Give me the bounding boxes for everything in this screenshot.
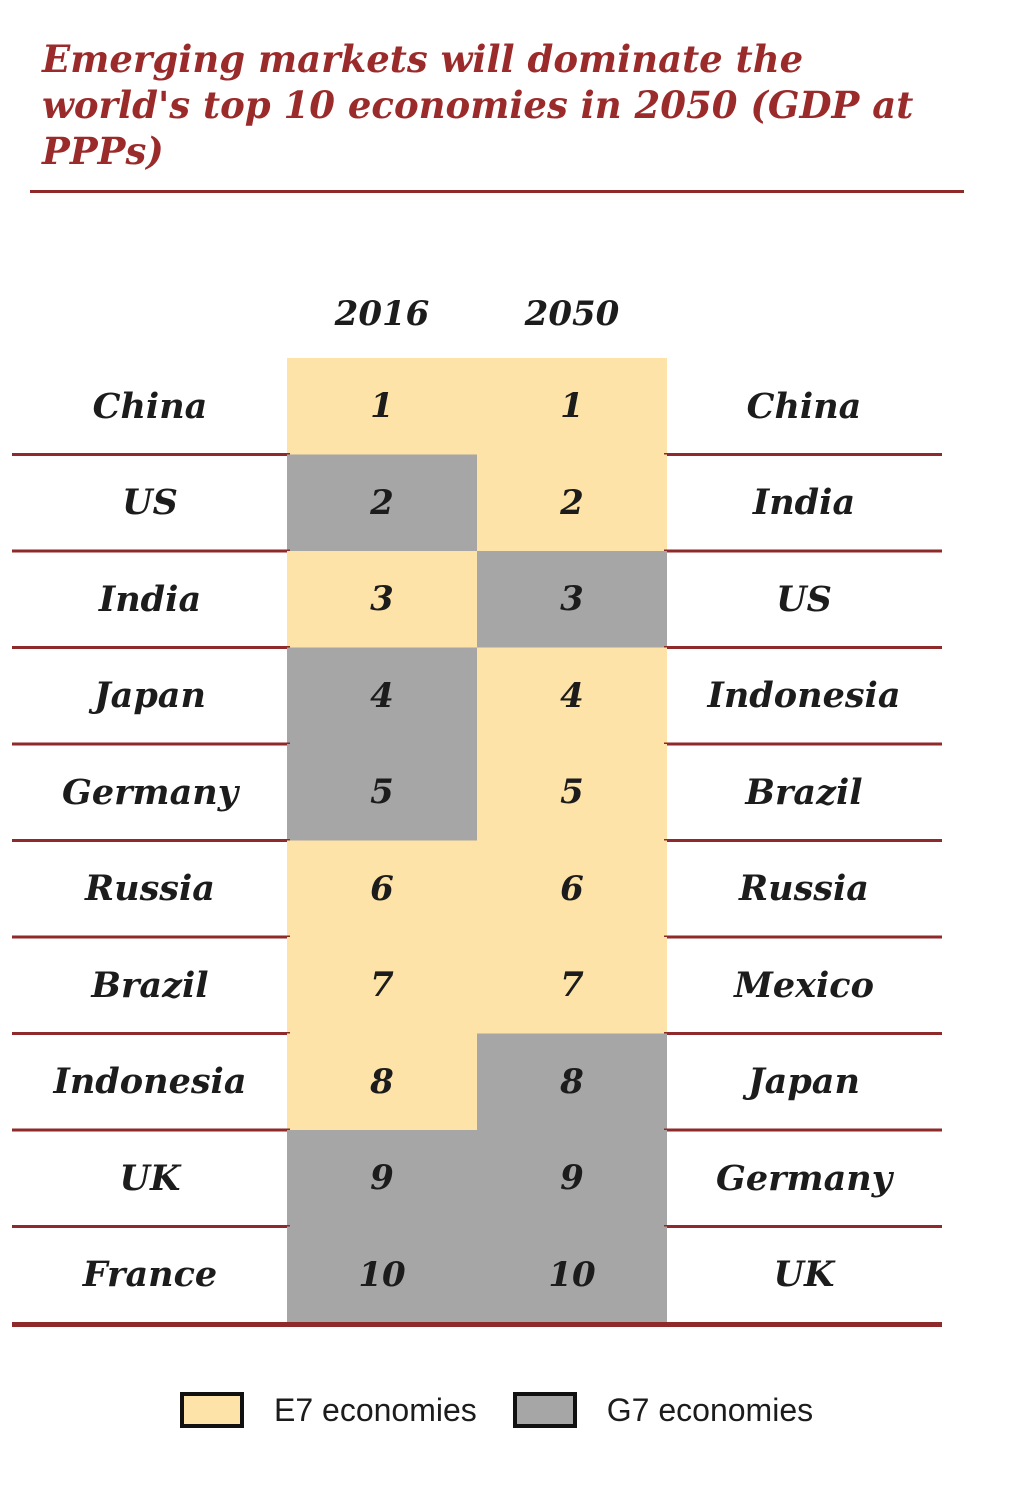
rank-2050-2: 2 [560,482,584,523]
country-2016-rank-10: France [82,1254,218,1295]
rank-2016-10: 10 [358,1254,406,1295]
rank-2050-3: 3 [560,579,584,619]
country-2050-rank-9: Germany [715,1157,893,1199]
legend-item-e7: E7 economies [180,1392,477,1429]
rank-2050-8: 8 [560,1061,584,1102]
rank-2050-9: 9 [560,1158,584,1198]
legend-swatch-e7 [180,1392,244,1428]
legend: E7 economies G7 economies [180,1390,849,1430]
title-rule [30,190,964,193]
legend-swatch-g7 [512,1392,577,1428]
country-2016-rank-6: Russia [85,868,215,909]
country-2016-rank-9: UK [119,1157,181,1199]
rank-2050-6: 6 [560,868,584,909]
rank-2050-7: 7 [560,965,584,1005]
country-2050-rank-5: Brazil [745,771,863,813]
rank-2016-7: 7 [370,965,394,1005]
country-2050-rank-10: UK [773,1254,835,1295]
rank-2050-4: 4 [560,675,584,716]
country-2016-rank-5: Germany [61,771,239,813]
legend-label-g7: G7 economies [606,1391,814,1428]
country-2050-rank-7: Mexico [734,964,874,1006]
column-header-2016: 2016 [334,294,430,334]
rank-2050-1: 1 [560,386,584,426]
country-2050-rank-8: Japan [748,1061,860,1102]
legend-item-g7: G7 economies [512,1391,814,1429]
rank-2016-8: 8 [370,1061,394,1102]
country-2016-rank-4: Japan [94,675,206,716]
rank-2016-9: 9 [370,1158,394,1198]
legend-label-e7: E7 economies [274,1391,477,1428]
rank-2016-4: 4 [370,675,394,716]
country-2050-rank-6: Russia [739,868,869,909]
rank-2050-10: 10 [548,1254,596,1295]
rank-2016-6: 6 [370,868,394,909]
rank-2016-3: 3 [370,579,394,619]
country-2050-rank-2: India [752,482,856,523]
rank-2016-2: 2 [370,482,394,523]
rank-2016-1: 1 [370,386,394,426]
chart-title: Emerging markets will dominate the world… [42,37,914,173]
country-2016-rank-7: Brazil [91,964,209,1006]
rank-2016-5: 5 [370,772,394,812]
country-2016-rank-1: China [92,385,208,427]
country-2016-rank-2: US [122,482,178,523]
table-bottom-rule [12,1322,942,1327]
country-2050-rank-4: Indonesia [707,675,901,716]
country-2016-rank-3: India [98,578,202,620]
rank-2050-5: 5 [560,772,584,812]
country-2050-rank-3: US [776,578,832,620]
column-header-2050: 2050 [524,294,620,334]
country-2016-rank-8: Indonesia [53,1061,247,1102]
country-2050-rank-1: China [746,385,862,427]
